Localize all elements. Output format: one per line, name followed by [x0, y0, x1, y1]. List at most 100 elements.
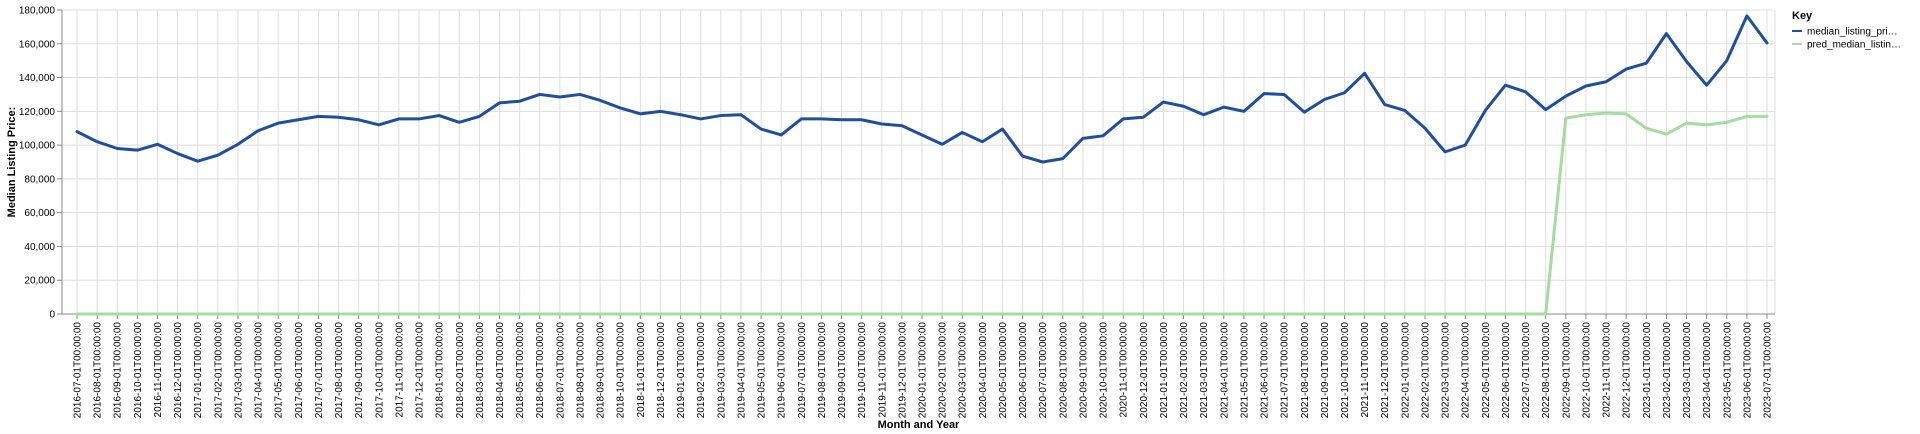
- x-tick-label: 2017-11-01T00:00:00: [394, 322, 405, 418]
- x-tick-label: 2020-01-01T00:00:00: [918, 322, 929, 419]
- y-tick-label: 0: [49, 310, 55, 321]
- x-tick-label: 2018-11-01T00:00:00: [636, 322, 647, 418]
- x-tick-label: 2018-06-01T00:00:00: [535, 322, 546, 419]
- x-tick-label: 2021-10-01T00:00:00: [1340, 322, 1351, 419]
- y-tick-label: 40,000: [24, 242, 55, 253]
- x-tick-label: 2021-03-01T00:00:00: [1199, 322, 1210, 419]
- y-tick-label: 120,000: [19, 107, 56, 118]
- y-tick-label: 160,000: [19, 39, 56, 50]
- x-tick-label: 2022-04-01T00:00:00: [1461, 322, 1472, 419]
- x-tick-label: 2023-02-01T00:00:00: [1662, 322, 1673, 419]
- x-tick-label: 2020-11-01T00:00:00: [1119, 322, 1130, 418]
- y-axis-title: Median Listing Price:: [6, 107, 18, 218]
- x-tick-label: 2016-11-01T00:00:00: [153, 322, 164, 418]
- x-tick-label: 2017-12-01T00:00:00: [415, 322, 426, 419]
- x-tick-label: 2020-08-01T00:00:00: [1058, 322, 1069, 419]
- x-tick-label: 2019-04-01T00:00:00: [736, 322, 747, 419]
- x-tick-label: 2019-07-01T00:00:00: [797, 322, 808, 419]
- x-tick-label: 2016-10-01T00:00:00: [133, 322, 144, 419]
- series-line: [75, 111, 1769, 316]
- x-tick-label: 2018-12-01T00:00:00: [656, 322, 667, 419]
- x-tick-label: 2018-09-01T00:00:00: [596, 322, 607, 419]
- y-tick-label: 80,000: [24, 174, 55, 185]
- x-tick-label: 2019-05-01T00:00:00: [757, 322, 768, 419]
- x-tick-label: 2022-01-01T00:00:00: [1400, 322, 1411, 419]
- x-tick-label: 2017-10-01T00:00:00: [374, 322, 385, 419]
- x-tick-label: 2022-08-01T00:00:00: [1541, 322, 1552, 419]
- x-tick-label: 2022-07-01T00:00:00: [1521, 322, 1532, 419]
- x-tick-label: 2017-05-01T00:00:00: [274, 322, 285, 419]
- x-tick-label: 2019-09-01T00:00:00: [837, 322, 848, 419]
- x-tick-label: 2022-06-01T00:00:00: [1501, 322, 1512, 419]
- x-tick-label: 2017-06-01T00:00:00: [294, 322, 305, 419]
- x-tick-label: 2017-04-01T00:00:00: [254, 322, 265, 419]
- x-tick-label: 2019-08-01T00:00:00: [817, 322, 828, 419]
- x-tick-label: 2022-05-01T00:00:00: [1481, 322, 1492, 419]
- x-tick-label: 2019-11-01T00:00:00: [877, 322, 888, 418]
- x-tick-label: 2021-11-01T00:00:00: [1360, 322, 1371, 418]
- x-tick-label: 2023-01-01T00:00:00: [1642, 322, 1653, 419]
- axes: 0 20,000 40,000 60,000 80,000 100,000 120,000 1…: [19, 6, 1775, 419]
- x-tick-label: 2019-06-01T00:00:00: [777, 322, 788, 419]
- x-tick-label: 2017-08-01T00:00:00: [334, 322, 345, 419]
- legend-label: median_listing_pri…: [1807, 27, 1898, 38]
- x-tick-label: 2023-04-01T00:00:00: [1702, 322, 1713, 419]
- x-tick-label: 2018-04-01T00:00:00: [495, 322, 506, 419]
- series-line: [75, 14, 1769, 164]
- x-tick-label: 2022-12-01T00:00:00: [1622, 322, 1633, 419]
- gridlines: [62, 9, 1776, 315]
- x-tick-label: 2022-11-01T00:00:00: [1602, 322, 1613, 418]
- y-tick-label: 60,000: [24, 208, 55, 219]
- legend-label: pred_median_listin…: [1807, 40, 1901, 51]
- x-tick-label: 2022-10-01T00:00:00: [1581, 322, 1592, 419]
- x-tick-label: 2023-03-01T00:00:00: [1682, 322, 1693, 419]
- x-tick-label: 2016-09-01T00:00:00: [113, 322, 124, 419]
- x-tick-label: 2019-12-01T00:00:00: [897, 322, 908, 419]
- y-tick-label: 100,000: [19, 141, 56, 152]
- x-tick-label: 2021-04-01T00:00:00: [1219, 322, 1230, 419]
- x-tick-label: 2020-06-01T00:00:00: [1018, 322, 1029, 419]
- x-tick-label: 2022-03-01T00:00:00: [1441, 322, 1452, 419]
- legend: Key median_listing_pri… pred_median_listi…: [1792, 10, 1901, 51]
- x-tick-label: 2021-06-01T00:00:00: [1260, 322, 1271, 419]
- x-tick-label: 2020-09-01T00:00:00: [1078, 322, 1089, 419]
- y-tick-label: 180,000: [19, 6, 56, 17]
- x-tick-label: 2018-02-01T00:00:00: [455, 322, 466, 419]
- x-tick-label: 2017-07-01T00:00:00: [314, 322, 325, 419]
- x-tick-label: 2021-02-01T00:00:00: [1179, 322, 1190, 419]
- x-tick-label: 2018-10-01T00:00:00: [616, 322, 627, 419]
- y-tick-label: 140,000: [19, 73, 56, 84]
- x-tick-label: 2020-02-01T00:00:00: [938, 322, 949, 419]
- series-lines: [75, 14, 1769, 316]
- x-tick-label: 2020-07-01T00:00:00: [1038, 322, 1049, 419]
- x-tick-label: 2019-03-01T00:00:00: [716, 322, 727, 419]
- x-tick-label: 2022-02-01T00:00:00: [1420, 322, 1431, 419]
- x-tick-label: 2021-07-01T00:00:00: [1280, 322, 1291, 419]
- x-tick-label: 2017-02-01T00:00:00: [213, 322, 224, 419]
- x-tick-label: 2016-08-01T00:00:00: [93, 322, 104, 419]
- x-tick-label: 2019-01-01T00:00:00: [676, 322, 687, 419]
- x-tick-label: 2020-04-01T00:00:00: [978, 322, 989, 419]
- x-tick-label: 2021-09-01T00:00:00: [1320, 322, 1331, 419]
- x-tick-label: 2021-05-01T00:00:00: [1239, 322, 1250, 419]
- x-tick-label: 2023-05-01T00:00:00: [1722, 322, 1733, 419]
- x-tick-label: 2017-01-01T00:00:00: [193, 322, 204, 419]
- x-tick-label: 2018-03-01T00:00:00: [475, 322, 486, 419]
- x-tick-label: 2018-01-01T00:00:00: [435, 322, 446, 419]
- x-tick-label: 2019-02-01T00:00:00: [696, 322, 707, 419]
- y-tick-label: 20,000: [24, 276, 55, 287]
- x-tick-label: 2021-01-01T00:00:00: [1159, 322, 1170, 419]
- legend-title: Key: [1792, 10, 1813, 22]
- x-tick-label: 2018-05-01T00:00:00: [515, 322, 526, 419]
- x-axis-title: Month and Year: [878, 419, 960, 431]
- x-tick-label: 2023-06-01T00:00:00: [1742, 322, 1753, 419]
- x-tick-label: 2016-12-01T00:00:00: [173, 322, 184, 419]
- x-tick-label: 2017-09-01T00:00:00: [354, 322, 365, 419]
- x-tick-label: 2018-08-01T00:00:00: [575, 322, 586, 419]
- x-tick-label: 2017-03-01T00:00:00: [233, 322, 244, 419]
- x-tick-label: 2018-07-01T00:00:00: [555, 322, 566, 419]
- x-tick-label: 2020-12-01T00:00:00: [1139, 322, 1150, 419]
- x-tick-label: 2020-05-01T00:00:00: [998, 322, 1009, 419]
- x-tick-label: 2023-07-01T00:00:00: [1763, 322, 1774, 419]
